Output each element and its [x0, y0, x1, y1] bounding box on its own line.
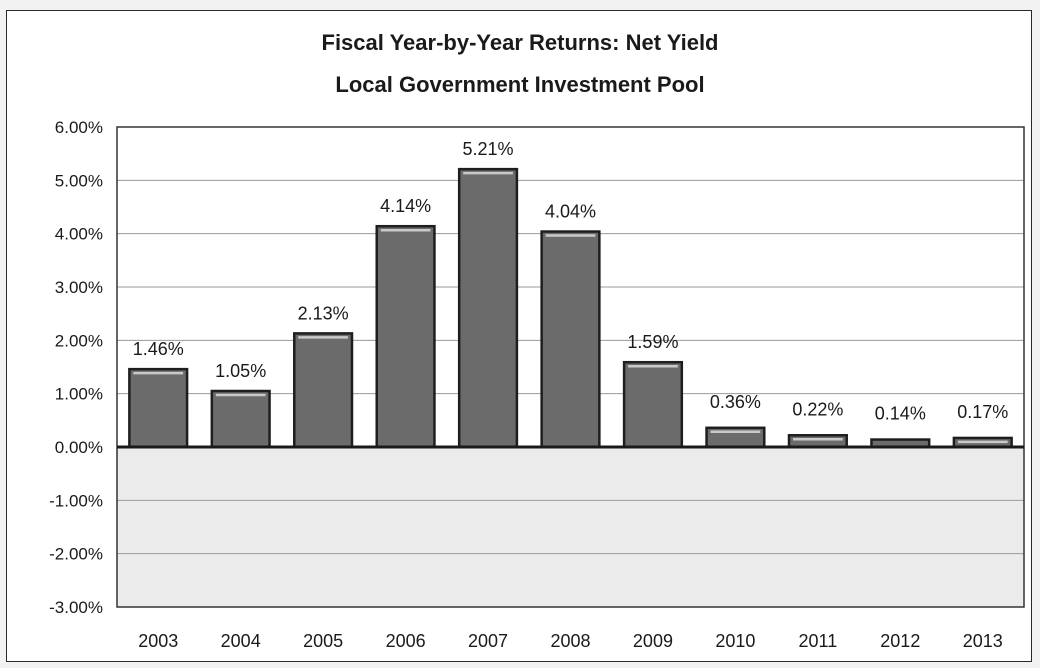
data-label: 1.59% [627, 332, 678, 352]
bar [375, 224, 436, 449]
data-label: 0.36% [710, 392, 761, 412]
chart-subtitle: Local Government Investment Pool [335, 72, 705, 97]
bar [622, 360, 684, 449]
bar-group [128, 367, 189, 449]
x-tick-label: 2008 [550, 631, 590, 651]
y-tick-label: 5.00% [55, 171, 103, 190]
bar [787, 434, 848, 449]
y-axis-ticks: 6.00% 5.00% 4.00% 3.00% 2.00% 1.00% 0.00% -1.00… [49, 118, 103, 617]
bars [128, 167, 1013, 449]
bar-group [457, 167, 519, 449]
plot-background-negative [117, 447, 1024, 607]
data-labels: 1.46% 1.05% 2.13% 4.14% 5.21% 4.04% 1.59% 0.36%… [133, 139, 1009, 423]
x-tick-label: 2004 [221, 631, 261, 651]
chart-title: Fiscal Year-by-Year Returns: Net Yield [321, 30, 719, 55]
y-tick-label: 3.00% [55, 278, 103, 297]
data-label: 0.22% [792, 399, 843, 419]
y-tick-label: -2.00% [49, 545, 103, 564]
bar-group [622, 360, 684, 449]
x-tick-label: 2010 [715, 631, 755, 651]
x-tick-label: 2005 [303, 631, 343, 651]
bar [540, 230, 601, 449]
y-tick-label: 1.00% [55, 385, 103, 404]
bar-group [705, 426, 766, 449]
x-axis-ticks: 2003 2004 2005 2006 2007 2008 2009 2010 2011 2012… [138, 631, 1003, 651]
bar-group [540, 230, 601, 449]
bar [457, 167, 519, 449]
y-tick-label: 0.00% [55, 438, 103, 457]
data-label: 1.46% [133, 339, 184, 359]
y-tick-label: 6.00% [55, 118, 103, 137]
x-tick-label: 2012 [880, 631, 920, 651]
x-tick-label: 2011 [799, 631, 838, 651]
data-label: 4.14% [380, 196, 431, 216]
data-label: 2.13% [298, 303, 349, 323]
data-label: 0.14% [875, 404, 926, 424]
bar [293, 332, 354, 449]
bar-group [210, 389, 271, 449]
data-label: 5.21% [463, 139, 514, 159]
bar-group [787, 434, 848, 449]
x-tick-label: 2003 [138, 631, 178, 651]
y-tick-label: 4.00% [55, 225, 103, 244]
x-tick-label: 2013 [963, 631, 1003, 651]
plot-border [116, 126, 1025, 608]
bar-group [293, 332, 354, 449]
y-tick-label: -1.00% [49, 491, 103, 510]
data-label: 1.05% [215, 361, 266, 381]
y-tick-label: 2.00% [55, 331, 103, 350]
bar-group [375, 224, 436, 449]
x-tick-label: 2007 [468, 631, 508, 651]
data-label: 0.17% [957, 402, 1008, 422]
x-tick-label: 2009 [633, 631, 673, 651]
axes [116, 126, 1025, 608]
y-tick-label: -3.00% [49, 598, 103, 617]
bar [128, 367, 189, 449]
x-tick-label: 2006 [386, 631, 426, 651]
bar [210, 389, 271, 449]
data-label: 4.04% [545, 202, 596, 222]
